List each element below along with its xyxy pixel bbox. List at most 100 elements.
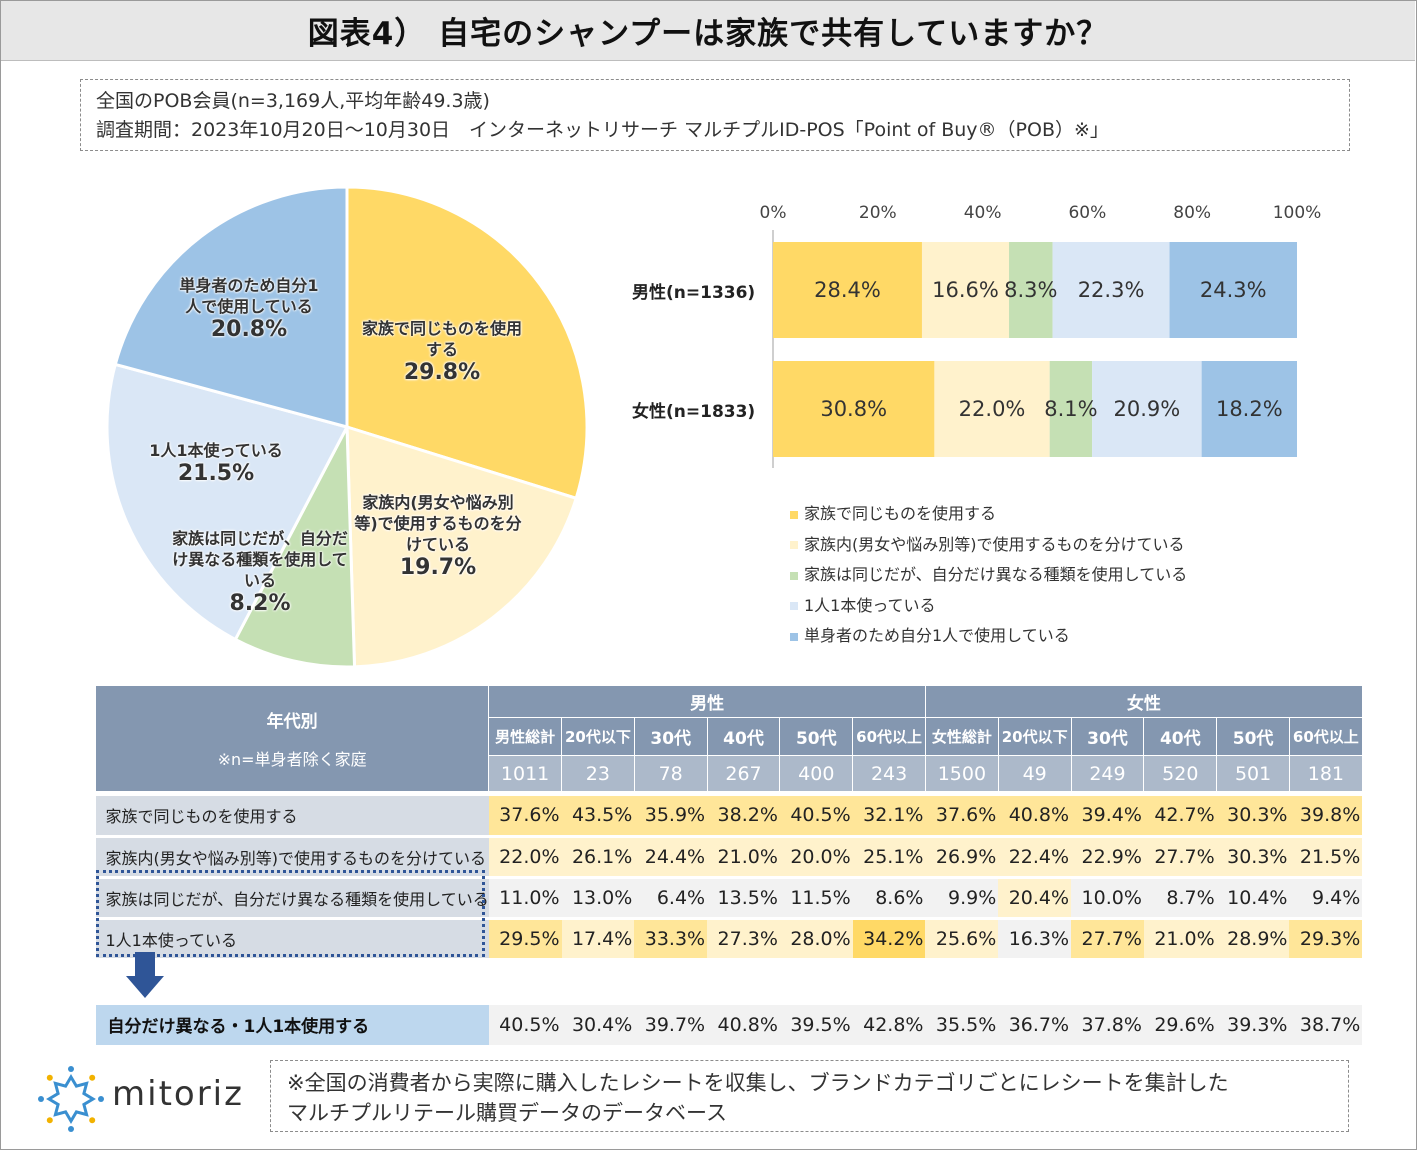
gender-group-header: 男性 (488, 685, 926, 718)
table-row: 家族で同じものを使用する 37.6% 43.5% 35.9% 38.2% 40.5% 32.… (95, 795, 1363, 838)
table-cell: 20.4% (998, 877, 1072, 920)
sample-size-cell: 78 (633, 755, 708, 792)
x-tick-label: 0% (759, 203, 787, 223)
bar-segment (921, 242, 1010, 338)
figure-title: 図表4） 自宅のシャンプーは家族で共有していますか？ (307, 16, 1109, 52)
table-cell: 10.0% (1071, 877, 1144, 920)
table-cell: 8.7% (1143, 877, 1217, 920)
x-tick-label: 80% (1173, 203, 1212, 223)
legend-swatch (790, 571, 798, 580)
logo-dot (46, 1074, 53, 1081)
summary-cell: 37.8% (1071, 1004, 1144, 1045)
legend-item: 家族で同じものを使用する (790, 500, 996, 524)
table-cell: 40.8% (998, 795, 1072, 838)
legend-label: 家族は同じだが、自分だけ異なる種類を使用している (804, 565, 1188, 584)
legend-item: 家族内(男女や悩み別等)で使用するものを分けている (790, 531, 1185, 555)
survey-info-box: 全国のPOB会員(n=3,169人,平均年齢49.3歳) 調査期間：2023年1… (80, 79, 1350, 151)
sample-size-cell: 1500 (924, 755, 999, 792)
row-label: 1人1本使っている (95, 918, 489, 961)
table-cell: 20.0% (779, 836, 853, 879)
summary-cell: 36.7% (998, 1004, 1072, 1045)
sample-size-cell: 243 (852, 755, 926, 792)
pie-slice-category: 1人1本使っている (149, 441, 283, 460)
pie-slice-label-1: 家族で同じものを使用する 29.8% (357, 318, 527, 385)
age-column-header: 20代以下 (997, 717, 1072, 756)
table-cell: 6.4% (634, 877, 708, 920)
row-label: 家族は同じだが、自分だけ異なる種類を使用している (95, 877, 489, 920)
table-cell: 22.0% (488, 836, 562, 879)
sample-size-cell: 1011 (488, 755, 562, 792)
pie-slice-5 (113, 185, 349, 429)
legend-item: 1人1本使っている (790, 592, 936, 616)
pie-slice-category: 家族内(男女や悩み別等)で使用するものを分けている (354, 493, 522, 554)
table-cell: 9.4% (1289, 877, 1363, 920)
bar-segment-label: 22.3% (1077, 278, 1145, 302)
pie-slice-value: 19.7% (399, 555, 477, 580)
footnote-line-1: ※全国の消費者から実際に購入したレシートを収集し、ブランドカテゴリごとにレシート… (287, 1071, 1229, 1095)
table-cell: 32.1% (852, 795, 926, 838)
legend-item: 単身者のため自分1人で使用している (790, 622, 1070, 646)
pie-slice-3 (233, 421, 357, 669)
bar-segment (934, 361, 1050, 457)
table-cell: 10.4% (1216, 877, 1290, 920)
summary-cell: 39.5% (779, 1004, 853, 1045)
pie-slice-value: 29.8% (403, 360, 481, 385)
logo-dot (89, 1117, 96, 1124)
age-column-header: 20代以下 (561, 717, 635, 756)
corner-note: ※n=単身者除く家庭 (217, 750, 367, 769)
pie-slice-4 (105, 362, 350, 642)
summary-cell: 35.5% (925, 1004, 999, 1045)
sample-size-cell: 400 (779, 755, 854, 792)
pie-slice-category: 家族は同じだが、自分だけ異なる種類を使用している (172, 529, 348, 590)
summary-cell: 29.6% (1143, 1004, 1217, 1045)
logo-dot (89, 1074, 96, 1081)
table-cell: 27.3% (707, 918, 780, 961)
summary-row: 自分だけ異なる・1人1本使用する 40.5% 30.4% 39.7% 40.8% 39.5… (95, 1004, 1363, 1045)
age-column-header: 女性総計 (924, 717, 999, 756)
bar-segment-label: 30.8% (820, 397, 888, 421)
table-cell: 11.5% (779, 877, 853, 920)
table-cell: 39.8% (1289, 795, 1363, 838)
bar-segment (1009, 242, 1053, 338)
survey-period-text: 調査期間：2023年10月20日～10月30日 インターネットリサーチ マルチプ… (96, 119, 1109, 141)
pie-slice-category: 家族で同じものを使用する (361, 319, 522, 359)
pie-slice-value: 8.2% (229, 591, 291, 616)
pie-slice-label-2: 家族内(男女や悩み別等)で使用するものを分けている 19.7% (353, 492, 523, 580)
pie-slice-value: 20.8% (210, 317, 288, 342)
table-cell: 27.7% (1143, 836, 1217, 879)
sample-size-cell: 249 (1070, 755, 1145, 792)
table-cell: 8.6% (852, 877, 926, 920)
pie-slice-1 (345, 185, 589, 501)
bar-segment (1049, 361, 1093, 457)
pie-slice-label-3: 家族は同じだが、自分だけ異なる種類を使用している 8.2% (170, 528, 350, 616)
logo-dot (68, 1126, 74, 1132)
legend-swatch (790, 632, 798, 641)
age-column-header: 50代 (1216, 717, 1290, 756)
table-cell: 25.1% (852, 836, 926, 879)
sample-size-cell: 49 (997, 755, 1072, 792)
age-column-header: 男性総計 (488, 717, 562, 756)
table-cell: 43.5% (561, 795, 635, 838)
table-cell: 30.3% (1216, 836, 1290, 879)
x-tick-label: 100% (1272, 203, 1322, 223)
table-cell: 42.7% (1143, 795, 1217, 838)
bar-segment-label: 28.4% (814, 278, 881, 302)
corner-title: 年代別 (266, 712, 318, 732)
summary-cell: 30.4% (561, 1004, 635, 1045)
table-cell: 25.6% (925, 918, 999, 961)
summary-cell: 40.8% (707, 1004, 780, 1045)
gender-group-header: 女性 (924, 685, 1363, 718)
bar-segment-label: 22.0% (958, 397, 1026, 421)
summary-cell: 39.3% (1216, 1004, 1290, 1045)
legend-label: 単身者のため自分1人で使用している (804, 626, 1070, 645)
summary-cell: 42.8% (852, 1004, 926, 1045)
table-cell: 13.0% (561, 877, 635, 920)
sample-size-cell: 267 (706, 755, 781, 792)
pie-slice-2 (345, 424, 579, 669)
summary-cell: 40.5% (488, 1004, 562, 1045)
table-cell: 13.5% (707, 877, 780, 920)
sample-size-cell: 181 (1288, 755, 1363, 792)
table-cell: 37.6% (925, 795, 999, 838)
table-cell: 26.1% (561, 836, 635, 879)
x-tick-label: 40% (963, 203, 1002, 223)
